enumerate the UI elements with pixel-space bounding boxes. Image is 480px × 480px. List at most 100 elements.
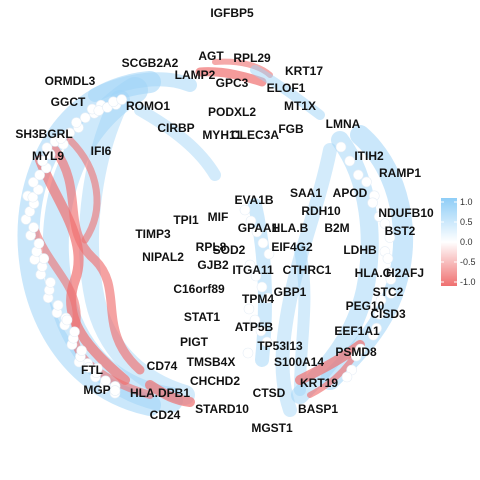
- gene-label-ctsd: CTSD: [253, 386, 286, 400]
- gene-label-ifi6: IFI6: [91, 144, 112, 158]
- gene-label-tp53i13: TP53I13: [257, 339, 303, 353]
- legend-tick-label: -0.5: [460, 257, 476, 267]
- gene-label-stc2: STC2: [373, 285, 404, 299]
- network-node: [373, 308, 385, 320]
- network-node: [76, 345, 87, 357]
- gene-label-igfbp5: IGFBP5: [210, 6, 254, 20]
- gene-label-c16orf89: C16orf89: [173, 282, 225, 296]
- network-node: [385, 288, 397, 299]
- network-node: [367, 197, 378, 209]
- network-node: [27, 191, 39, 203]
- network-node: [64, 127, 75, 139]
- edge-ribbon-15: [275, 143, 337, 417]
- gene-label-podxl2: PODXL2: [208, 105, 256, 119]
- gene-label-eef1a1: EEF1A1: [334, 324, 380, 338]
- gene-label-chchd2: CHCHD2: [190, 374, 240, 388]
- gene-label-myh11: MYH11: [202, 128, 242, 142]
- edge-ribbon-8: [88, 72, 197, 102]
- gene-label-cd24: CD24: [150, 408, 181, 422]
- network-node: [242, 347, 254, 359]
- gene-label-h2afj: H2AFJ: [386, 266, 424, 280]
- network-node: [109, 385, 121, 396]
- gene-label-cisd3: CISD3: [370, 307, 406, 321]
- edge-ribbon-7: [66, 136, 101, 244]
- legend-tick-label: 1.0: [460, 197, 473, 207]
- network-node: [344, 155, 356, 167]
- gene-label-sod2: SOD2: [213, 243, 246, 257]
- nodes-layer: [20, 94, 397, 399]
- gene-label-apod: APOD: [333, 186, 368, 200]
- network-node: [251, 226, 263, 238]
- network-node: [61, 314, 73, 326]
- gene-label-mgst1: MGST1: [251, 421, 293, 435]
- gene-label-agt: AGT: [198, 49, 224, 63]
- gene-label-itga11: ITGA11: [232, 263, 274, 277]
- network-node: [367, 329, 379, 341]
- legend-tick-label: -1.0: [460, 277, 476, 287]
- network-node: [256, 281, 268, 293]
- edge-ribbon-18: [295, 340, 365, 385]
- network-node: [116, 94, 127, 105]
- gene-label-hla-dpb1: HLA.DPB1: [130, 386, 190, 400]
- gene-label-peg10: PEG10: [346, 299, 385, 313]
- network-node: [263, 248, 275, 260]
- gene-label-gbp1: GBP1: [274, 285, 307, 299]
- gene-label-gjb2: GJB2: [197, 258, 229, 272]
- gene-label-krt19: KRT19: [300, 376, 338, 390]
- network-node: [341, 371, 353, 383]
- gene-label-itih2: ITIH2: [354, 149, 384, 163]
- gene-label-tmsb4x: TMSB4X: [187, 355, 236, 369]
- network-node: [245, 215, 257, 227]
- network-node: [37, 155, 48, 167]
- network-node: [69, 326, 80, 338]
- network-node: [250, 270, 262, 282]
- network-node: [27, 177, 39, 188]
- gene-label-ldhb: LDHB: [343, 243, 377, 257]
- gene-label-mgp: MGP: [83, 383, 110, 397]
- gene-label-psmd8: PSMD8: [335, 345, 377, 359]
- gene-label-bst2: BST2: [385, 224, 416, 238]
- network-node: [55, 133, 67, 144]
- network-node: [262, 292, 274, 304]
- network-node: [255, 325, 267, 337]
- edge-ribbon-4: [35, 155, 130, 385]
- network-node: [243, 303, 255, 315]
- gene-label-rpl29: RPL29: [233, 51, 271, 65]
- edge-ribbon-5: [50, 145, 145, 375]
- network-node: [335, 141, 347, 153]
- network-node: [375, 294, 387, 306]
- network-node: [32, 184, 44, 195]
- gene-label-stard10: STARD10: [195, 402, 249, 416]
- gene-label-elof1: ELOF1: [267, 81, 306, 95]
- gene-label-fgb: FGB: [278, 122, 304, 136]
- gene-label-tpi1: TPI1: [173, 213, 199, 227]
- gene-label-atp5b: ATP5B: [235, 320, 274, 334]
- gene-label-romo1: ROMO1: [126, 99, 170, 113]
- network-node: [239, 204, 251, 216]
- gene-label-mt1x: MT1X: [284, 99, 316, 113]
- edge-ribbon-17: [294, 244, 311, 396]
- gene-label-b2m: B2M: [324, 221, 349, 235]
- gene-label-nipal2: NIPAL2: [142, 250, 184, 264]
- gene-label-lamp2: LAMP2: [175, 68, 216, 82]
- gene-label-eif4g2: EIF4G2: [271, 240, 313, 254]
- network-node: [100, 375, 111, 387]
- gene-label-saa1: SAA1: [290, 186, 322, 200]
- gene-label-s100a14: S100A14: [274, 355, 324, 369]
- network-node: [249, 314, 261, 326]
- network-node: [384, 232, 396, 243]
- network-node: [34, 169, 45, 181]
- network-node: [244, 259, 256, 271]
- gene-label-myl9: MYL9: [32, 149, 64, 163]
- network-node: [379, 218, 391, 229]
- gene-label-cd74: CD74: [147, 359, 178, 373]
- gene-label-gpc3: GPC3: [216, 76, 249, 90]
- gene-label-scgb2a2: SCGB2A2: [122, 56, 179, 70]
- network-node: [52, 299, 64, 311]
- gene-label-ftl: FTL: [81, 363, 103, 377]
- network-node: [83, 362, 95, 373]
- network-node: [45, 277, 56, 288]
- network-node: [350, 350, 362, 362]
